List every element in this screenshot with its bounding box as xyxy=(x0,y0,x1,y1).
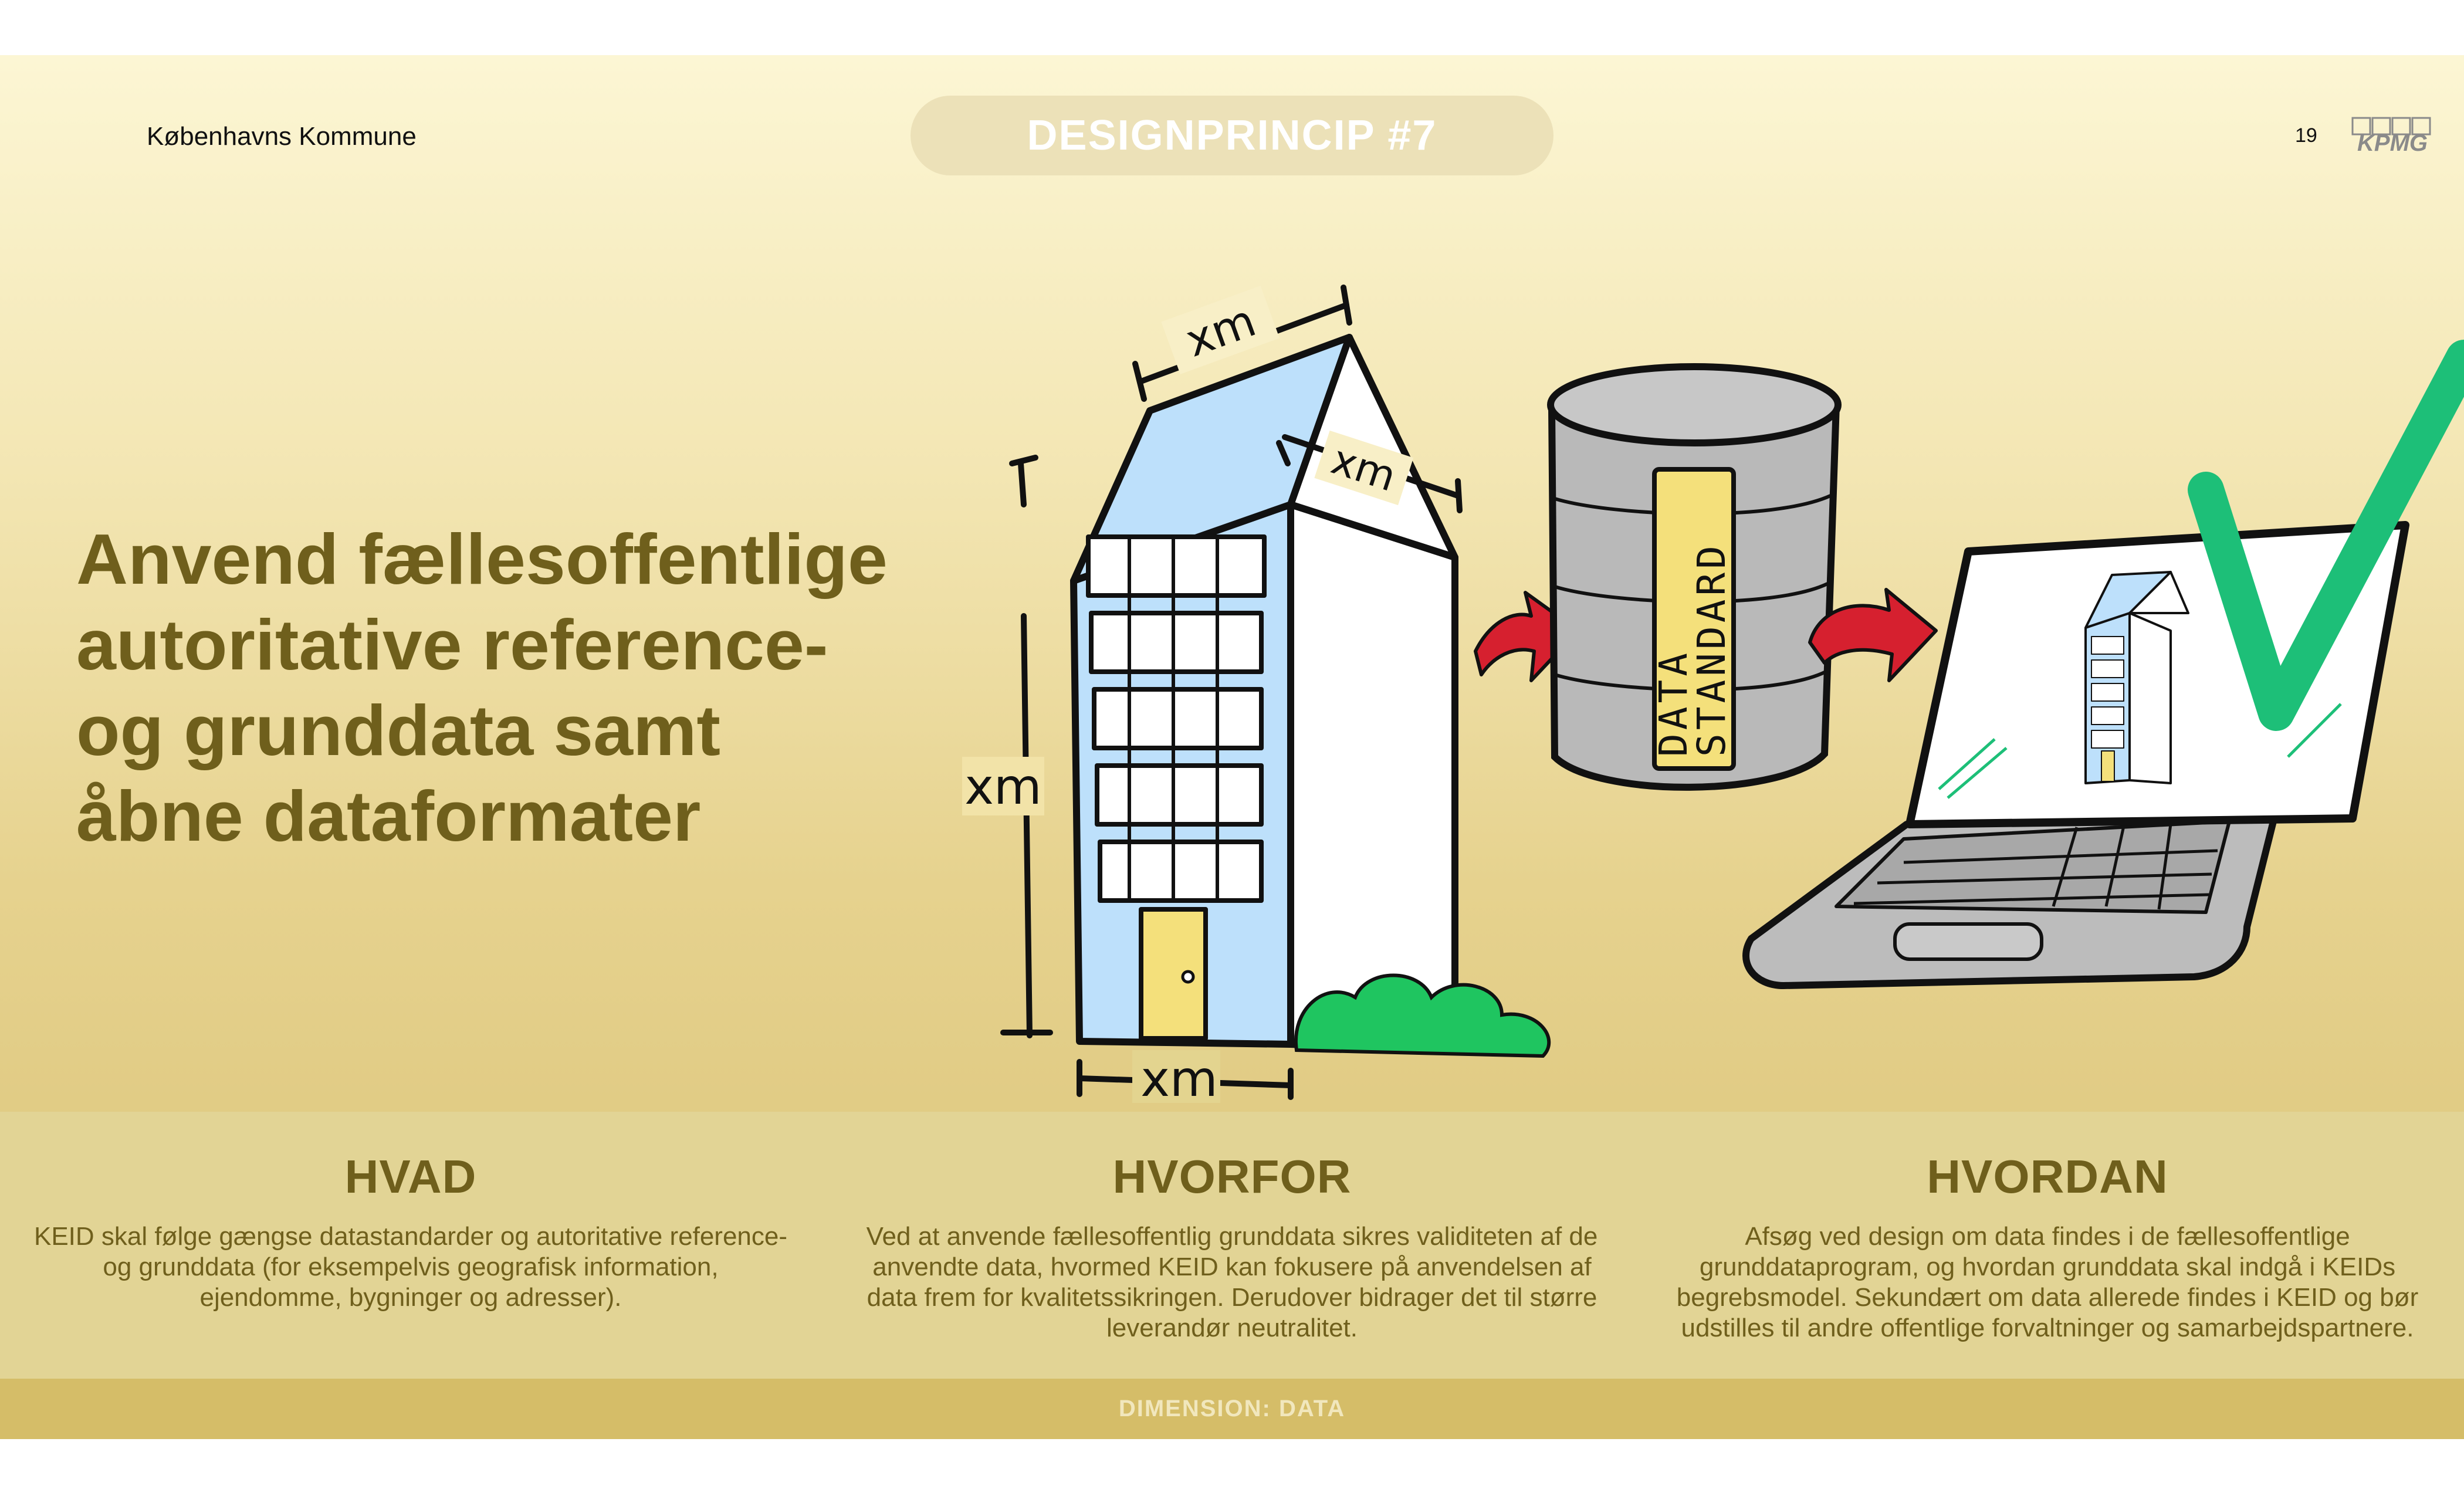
footer-label: DIMENSION: DATA xyxy=(1118,1396,1346,1421)
arrow-right-icon xyxy=(1808,588,1938,682)
page-number: 19 xyxy=(2295,124,2317,147)
headline-line-4: åbne dataformater xyxy=(76,776,701,856)
column-hvordan: HVORDAN Afsøg ved design om data findes … xyxy=(1666,1150,2429,1343)
column-text: Afsøg ved design om data findes i de fæl… xyxy=(1676,1222,2419,1342)
building-icon xyxy=(1070,334,1458,1054)
column-hvad: HVAD KEID skal følge gængse datastandard… xyxy=(29,1150,792,1313)
footer-bar: DIMENSION: DATA xyxy=(0,1379,2464,1439)
cylinder-label-data: DATA xyxy=(1651,649,1696,757)
cylinder-label-standard: STANDARD xyxy=(1689,542,1734,757)
logo-text: KPMG xyxy=(2357,130,2428,155)
headline: Anvend fællesoffentlige autoritative ref… xyxy=(76,516,1074,859)
column-text: KEID skal følge gængse datastandarder og… xyxy=(33,1222,788,1312)
dimension-label-height: xm xyxy=(964,758,1042,815)
data-standard-cylinder-icon xyxy=(1547,363,1842,791)
column-heading: HVAD xyxy=(344,1150,477,1203)
column-hvorfor: HVORFOR Ved at anvende fællesoffentlig g… xyxy=(851,1150,1613,1343)
headline-line-2: autoritative reference- xyxy=(76,605,828,685)
principle-label: DESIGNPRINCIP #7 xyxy=(1027,112,1437,159)
laptop-screen-building xyxy=(2084,571,2189,784)
kpmg-logo: KPMG xyxy=(2351,117,2431,155)
headline-line-1: Anvend fællesoffentlige xyxy=(76,519,888,599)
laptop-icon xyxy=(1742,521,2409,989)
column-heading: HVORDAN xyxy=(1927,1150,2168,1203)
dimension-label-width: xm xyxy=(1140,1050,1218,1108)
principle-title-pill: DESIGNPRINCIP #7 xyxy=(911,96,1553,175)
checkmark-icon xyxy=(2188,340,2464,731)
column-heading: HVORFOR xyxy=(1112,1150,1352,1203)
column-text: Ved at anvende fællesoffentlig grunddata… xyxy=(866,1222,1598,1342)
headline-line-3: og grunddata samt xyxy=(76,691,721,770)
bush-icon xyxy=(1294,973,1551,1058)
organization-name: Københavns Kommune xyxy=(147,122,417,151)
info-band xyxy=(0,1112,2464,1379)
